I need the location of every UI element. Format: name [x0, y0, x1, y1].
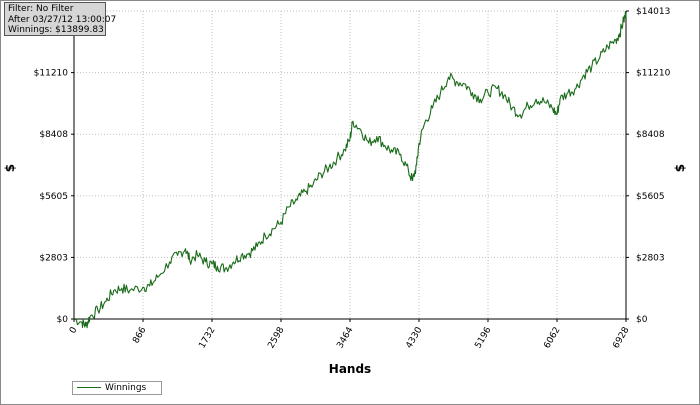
y-tick-label-right: $2803 — [636, 253, 665, 263]
after-date-text: After 03/27/12 13:00:07 — [8, 14, 117, 25]
y-tick-label-right: $8408 — [636, 130, 665, 140]
x-tick-label: 6928 — [611, 325, 631, 350]
x-tick-label: 4330 — [404, 325, 424, 350]
y-tick-label-left: $2803 — [39, 253, 68, 263]
grid — [74, 10, 626, 319]
y-tick-label-left: $11210 — [34, 69, 69, 79]
y-axis-title-left: $ — [3, 164, 17, 172]
legend-swatch — [77, 387, 101, 388]
winnings-total-text: Winnings: $13899.83 — [8, 25, 104, 35]
y-tick-label-right: $5605 — [636, 192, 665, 202]
y-tick-label-left: $5605 — [39, 192, 68, 202]
x-tick-label: 866 — [131, 325, 148, 345]
series — [73, 11, 627, 329]
y-tick-label-right: $11210 — [636, 69, 671, 79]
series-line-winnings — [73, 11, 627, 329]
y-tick-label-right: $0 — [636, 315, 648, 325]
axes — [71, 10, 629, 322]
filter-text: Filter: No Filter — [8, 4, 74, 14]
y-tick-label-left: $0 — [57, 315, 69, 325]
y-tick-label-right: $14013 — [636, 7, 670, 17]
x-tick-label: 3464 — [335, 325, 355, 350]
x-tick-label: 2598 — [266, 325, 286, 350]
x-tick-label: 6062 — [542, 326, 562, 351]
x-tick-label: 0 — [68, 325, 80, 335]
legend: Winnings — [72, 381, 162, 395]
y-axis-title-right: $ — [673, 164, 687, 172]
x-tick-label: 5196 — [473, 325, 493, 350]
y-tick-label-left: $8408 — [39, 130, 68, 140]
legend-label: Winnings — [105, 383, 147, 393]
info-box: Filter: No Filter After 03/27/12 13:00:0… — [4, 2, 117, 36]
x-tick-label: 1732 — [197, 326, 217, 351]
x-axis-title: Hands — [329, 362, 371, 376]
labels: 0 866 1732 2598 3464 4330 5196 6062 6928 $0 $0 $280… — [34, 7, 671, 350]
